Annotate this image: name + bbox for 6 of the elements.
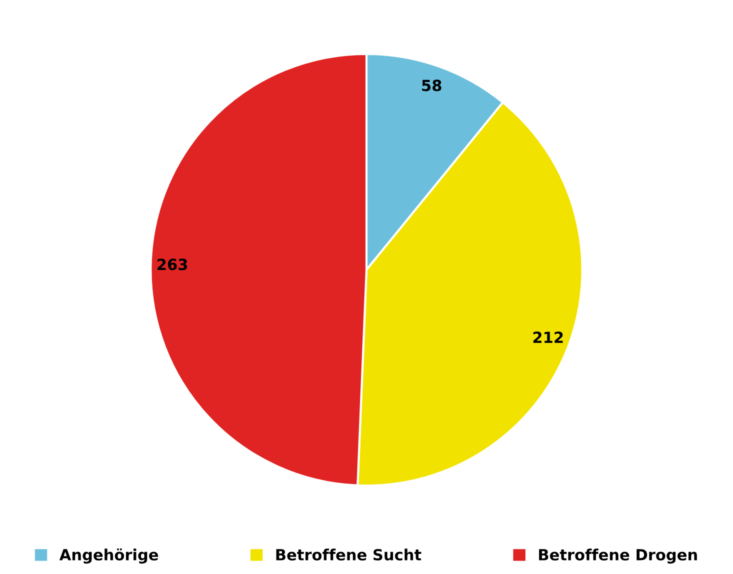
data-label: 263 xyxy=(158,258,188,270)
data-label: 58 xyxy=(422,80,442,92)
legend-label: Betroffene Drogen xyxy=(539,548,697,564)
legend-label: Betroffene Sucht xyxy=(276,548,422,560)
legend-label: Angehörige xyxy=(59,548,158,564)
data-label: 212 xyxy=(533,332,563,343)
